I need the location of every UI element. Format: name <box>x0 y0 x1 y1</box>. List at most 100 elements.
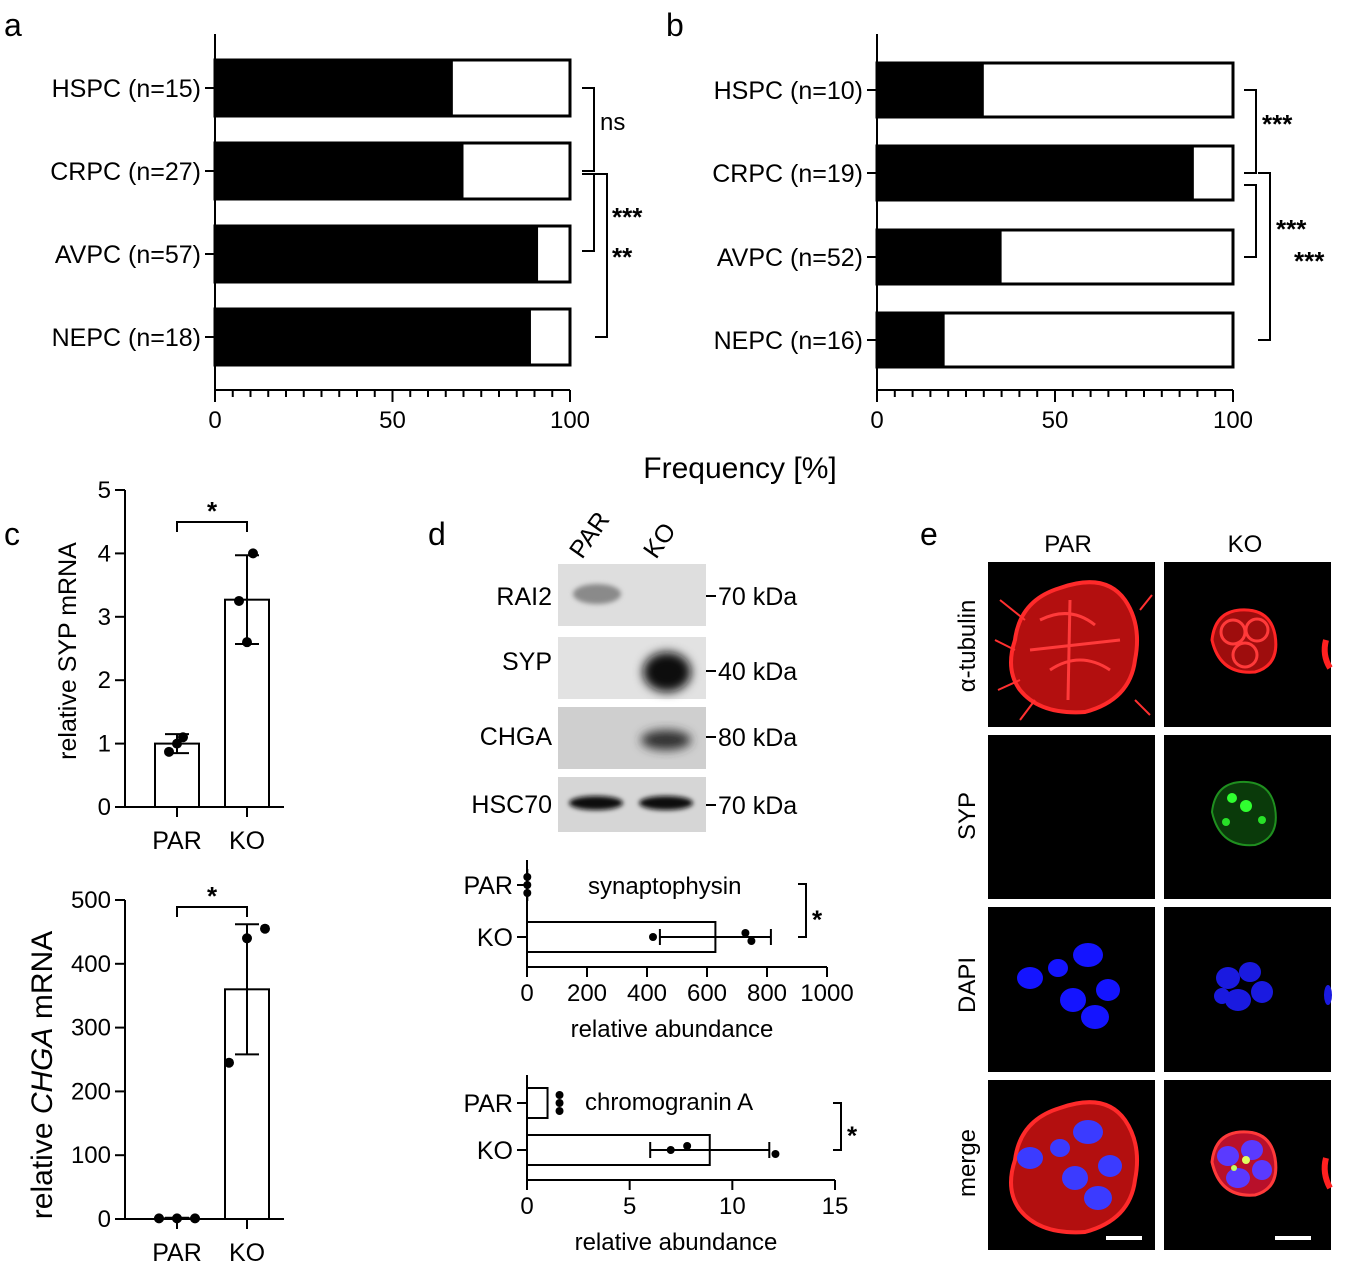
x-tick-label: 0 <box>870 407 883 434</box>
micro-par-merge-composite <box>1009 1100 1142 1240</box>
data-point <box>248 548 258 559</box>
y-axis-label-prefix: relative <box>26 1114 59 1219</box>
panel-a-chart: 0 50 100 HSPC (n=15) CRPC (n=27) AVPC (n=57) N… <box>50 34 643 434</box>
data-point <box>172 1213 182 1224</box>
blot-protein-syp: SYP <box>502 648 552 676</box>
blot-band-hsc70-ko <box>639 796 693 810</box>
micro-ko-dapi <box>1164 907 1331 1072</box>
data-point <box>178 732 188 743</box>
micro-row-label-tubulin: α-tubulin <box>954 600 981 693</box>
data-point <box>741 929 750 937</box>
western-blot: PAR KO RAI2 SYP CHGA HSC70 70 kDa 40 kDa… <box>471 507 797 832</box>
blot-band-hsc70-par <box>569 796 623 810</box>
y-tick-label: 300 <box>71 1015 111 1042</box>
x-tick-label: 10 <box>719 1193 746 1220</box>
category-label: PAR <box>463 1090 513 1118</box>
category-label: CRPC (n=27) <box>50 158 201 186</box>
blot-size-syp: 40 kDa <box>718 658 797 686</box>
x-tick-label: 200 <box>567 980 607 1007</box>
bar-segment-filled <box>877 313 945 367</box>
x-tick-label: 15 <box>822 1193 849 1220</box>
blot-protein-rai2: RAI2 <box>496 583 552 611</box>
micro-row-label-merge: merge <box>954 1129 981 1197</box>
y-tick-label: 100 <box>71 1142 111 1169</box>
category-label: NEPC (n=16) <box>714 327 863 355</box>
x-tick-label: 1000 <box>800 980 853 1007</box>
significance-bracket <box>595 173 608 338</box>
shared-x-axis-label: Frequency [%] <box>643 452 836 485</box>
x-tick-label: 0 <box>520 1193 533 1220</box>
blot-size-rai2: 70 kDa <box>718 583 797 611</box>
x-tick-label: 100 <box>1213 407 1253 434</box>
data-point <box>523 881 532 889</box>
significance-label: *** <box>612 202 643 232</box>
x-tick-label: 800 <box>747 980 787 1007</box>
significance-label: *** <box>1276 214 1307 244</box>
category-label: AVPC (n=52) <box>717 244 863 272</box>
data-point <box>190 1213 200 1224</box>
category-label: KO <box>477 1137 513 1165</box>
category-label: PAR <box>463 872 513 900</box>
data-point <box>683 1142 692 1150</box>
bar-segment-filled <box>877 146 1194 200</box>
y-tick-label: 0 <box>98 1206 111 1233</box>
y-tick-label: 5 <box>98 477 111 504</box>
category-label: HSPC (n=15) <box>52 75 201 103</box>
category-label: KO <box>477 924 513 952</box>
panel-d-syp-quant-chart: 0 200 400 600 800 1000 relative abundance synap… <box>463 860 854 1043</box>
micro-col-label-ko: KO <box>1228 531 1263 558</box>
data-point <box>523 873 532 881</box>
significance-label: * <box>847 1121 858 1151</box>
bar-segment-filled <box>215 60 453 116</box>
y-tick-label: 500 <box>71 887 111 914</box>
panel-d-chga-quant-chart: 0 5 10 15 relative abundance chromogranin A PA… <box>463 1075 858 1256</box>
panel-label-e: e <box>920 516 938 552</box>
micro-row-label-dapi: DAPI <box>954 957 981 1013</box>
y-tick-label: 400 <box>71 951 111 978</box>
micro-par-dapi-nuclei <box>1017 943 1120 1029</box>
data-point <box>747 937 756 945</box>
data-point <box>224 1057 234 1068</box>
y-axis-label: relative SYP mRNA <box>54 542 82 760</box>
data-point <box>666 1146 675 1154</box>
x-tick-label: 600 <box>687 980 727 1007</box>
y-tick-label: 2 <box>98 667 111 694</box>
bar-segment-filled <box>215 143 464 199</box>
bar-segment-filled <box>877 63 984 117</box>
significance-label: *** <box>1294 246 1325 276</box>
significance-bracket <box>1258 172 1271 341</box>
panel-b-chart: 0 50 100 HSPC (n=10) CRPC (n=19) AVPC (n=52) N… <box>712 34 1325 434</box>
chart-title: synaptophysin <box>588 873 741 900</box>
category-label: PAR <box>152 1239 202 1267</box>
category-label: PAR <box>152 827 202 855</box>
micro-ko-syp-signal <box>1210 780 1277 847</box>
data-point <box>242 637 252 648</box>
panel-label-c: c <box>4 516 20 552</box>
data-point <box>649 933 657 941</box>
significance-label: * <box>207 496 218 526</box>
y-tick-label: 200 <box>71 1078 111 1105</box>
data-point <box>555 1107 564 1115</box>
significance-bracket <box>833 1102 842 1151</box>
scale-bar-par <box>1106 1236 1142 1240</box>
panel-label-a: a <box>4 7 22 43</box>
bar <box>526 1087 549 1119</box>
significance-label: *** <box>1262 109 1293 139</box>
x-tick-label: 5 <box>623 1193 636 1220</box>
y-axis-label-gene: CHGA <box>26 1027 59 1114</box>
significance-bracket <box>176 521 248 532</box>
significance-bracket <box>582 173 595 252</box>
data-point <box>164 746 174 757</box>
data-point <box>555 1091 564 1099</box>
x-tick-label: 0 <box>520 980 533 1007</box>
significance-bracket <box>1244 89 1257 174</box>
chart-title: chromogranin A <box>585 1089 753 1116</box>
category-label: AVPC (n=57) <box>55 241 201 269</box>
data-point <box>523 889 532 897</box>
micro-par-tubulin-cells <box>994 580 1153 721</box>
y-tick-label: 1 <box>98 731 111 758</box>
x-tick-label: 100 <box>550 407 590 434</box>
microscopy-grid: PAR KO α-tubulin SYP DAPI merge <box>954 531 1333 1250</box>
blot-protein-chga: CHGA <box>480 723 553 751</box>
